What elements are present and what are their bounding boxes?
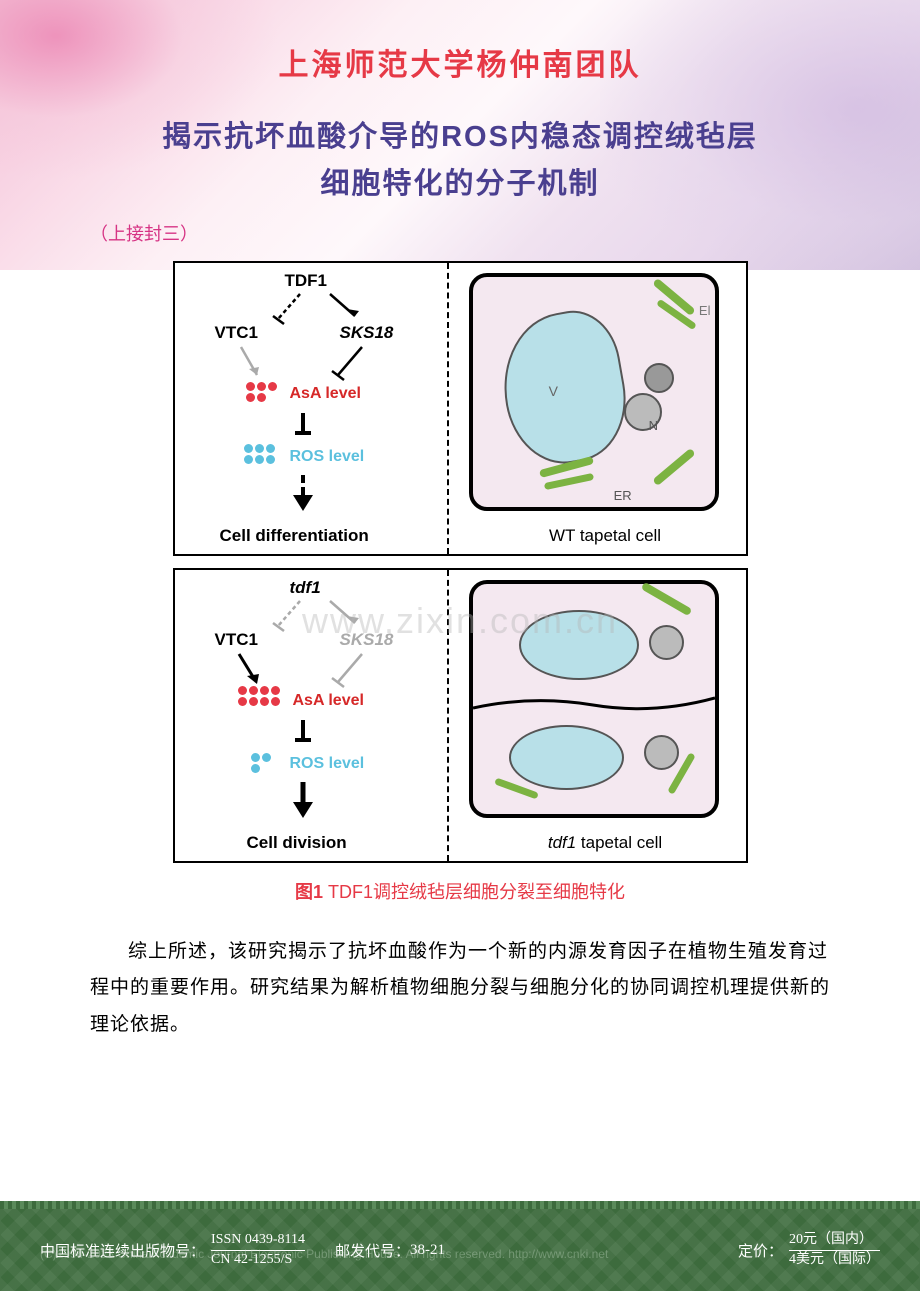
continuation-note: （上接封三） <box>60 220 860 246</box>
arrow-tdf1-vtc1 <box>270 291 305 326</box>
watermark: www.zixin.com.cn <box>0 600 920 642</box>
title-team: 上海师范大学杨仲南团队 <box>60 40 860 84</box>
label-tdf1: TDF1 <box>285 271 328 291</box>
wt-nucleus-2 <box>644 363 674 393</box>
label-vtc1: VTC1 <box>215 323 258 343</box>
title-subject-line2: 细胞特化的分子机制 <box>60 160 860 202</box>
label-asa-mut: AsA level <box>293 692 364 710</box>
arrow-asa-ros-mut <box>293 718 313 748</box>
tdf1-nucleus-2 <box>644 735 679 770</box>
arrow-sks18-asa-mut <box>330 652 370 692</box>
main-content: 上海师范大学杨仲南团队 揭示抗坏血酸介导的ROS内稳态调控绒毡层 细胞特化的分子… <box>0 0 920 1043</box>
conclusion-paragraph: 综上所述，该研究揭示了抗坏血酸作为一个新的内源发育因子在植物生殖发育过程中的重要… <box>60 934 860 1042</box>
label-asa: AsA level <box>290 385 361 403</box>
arrow-tdf1-sks18 <box>325 291 365 326</box>
tdf1-cell-caption: tdf1 tapetal cell <box>457 833 754 853</box>
label-n: N <box>649 418 658 433</box>
label-ros-mut: ROS level <box>290 755 365 773</box>
label-ros: ROS level <box>290 448 365 466</box>
ros-dots-mut <box>250 752 282 774</box>
label-er: ER <box>614 488 632 503</box>
arrow-asa-ros <box>293 411 313 441</box>
asa-dots-mut <box>237 685 287 707</box>
tdf1-vacuole-2 <box>509 725 624 790</box>
label-cell-div: Cell division <box>247 833 347 853</box>
wt-cell-caption: WT tapetal cell <box>457 526 754 546</box>
tdf1-division-line <box>473 690 715 720</box>
wt-cell-diagram: El V N ER WT tapetal cell <box>449 263 746 554</box>
arrow-ros-diff <box>291 473 315 513</box>
figure-1: TDF1 VTC1 SKS18 <box>173 261 748 904</box>
label-el: El <box>699 303 711 318</box>
figure-caption: 图1 TDF1调控绒毡层细胞分裂至细胞特化 <box>173 878 748 904</box>
label-sks18: SKS18 <box>340 323 394 343</box>
label-tdf1-mut: tdf1 <box>290 578 321 598</box>
footer-border-pattern <box>0 1201 920 1209</box>
label-cell-diff: Cell differentiation <box>220 526 369 546</box>
asa-dots <box>245 381 285 403</box>
title-subject-line1: 揭示抗坏血酸介导的ROS内稳态调控绒毡层 <box>60 114 860 160</box>
copyright-overlay: (C)1994-2023 China Academic Journal Elec… <box>40 1247 880 1261</box>
arrow-ros-div <box>291 780 315 820</box>
arrow-vtc1-asa <box>235 345 265 383</box>
wt-pathway-diagram: TDF1 VTC1 SKS18 <box>175 263 449 554</box>
figure-panel-wt: TDF1 VTC1 SKS18 <box>173 261 748 556</box>
arrow-sks18-asa <box>330 345 370 385</box>
label-v: V <box>549 383 558 399</box>
ros-dots <box>243 443 283 465</box>
